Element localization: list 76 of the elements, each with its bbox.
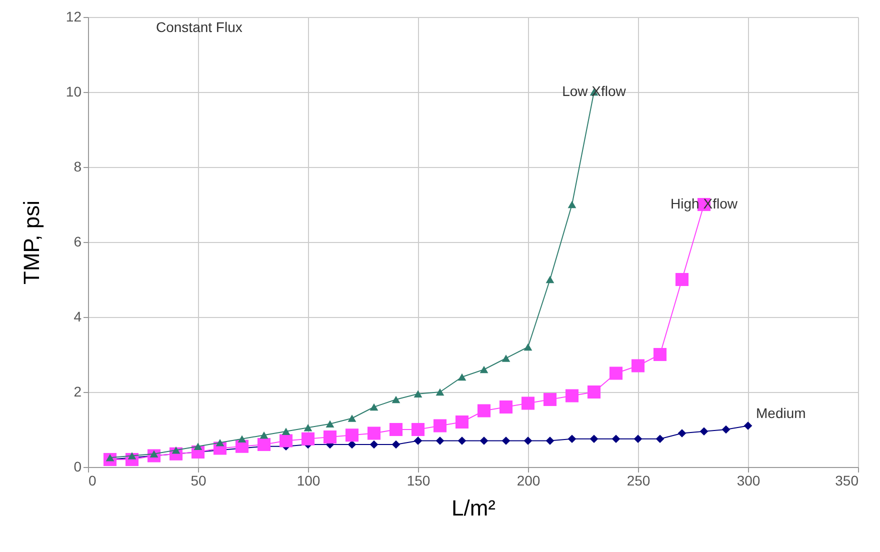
point xyxy=(370,403,378,411)
annotation: Constant Flux xyxy=(156,19,242,35)
y-tick-label: 2 xyxy=(74,384,82,400)
point xyxy=(524,436,532,445)
y-tick-label: 12 xyxy=(66,8,82,24)
point xyxy=(499,400,513,414)
point xyxy=(502,436,510,445)
point xyxy=(634,434,642,444)
point xyxy=(524,343,532,351)
x-axis-title: L/m² xyxy=(452,496,496,520)
y-tick-label: 0 xyxy=(74,458,82,474)
point xyxy=(480,436,488,445)
point xyxy=(568,434,576,444)
point xyxy=(238,435,246,442)
point xyxy=(480,366,488,374)
y-tick-label: 10 xyxy=(66,84,82,100)
point xyxy=(458,436,466,445)
point xyxy=(609,366,623,380)
x-tick-label: 150 xyxy=(406,472,430,488)
point xyxy=(304,424,312,432)
point xyxy=(656,434,664,444)
point xyxy=(521,396,535,410)
x-tick-label: 50 xyxy=(190,472,206,488)
point xyxy=(590,434,598,444)
point xyxy=(411,422,425,436)
point xyxy=(744,422,752,430)
point xyxy=(392,440,400,449)
x-tick-label: 200 xyxy=(516,472,540,488)
point xyxy=(433,419,447,432)
point xyxy=(257,438,271,452)
y-tick-label: 4 xyxy=(74,308,82,324)
x-tick-label: 100 xyxy=(296,472,320,488)
point xyxy=(546,276,554,284)
point xyxy=(370,440,378,449)
point xyxy=(436,436,444,445)
point xyxy=(546,436,554,445)
point xyxy=(194,442,202,450)
point xyxy=(587,385,601,399)
point xyxy=(436,388,444,396)
point xyxy=(458,373,466,381)
point xyxy=(565,389,579,402)
point xyxy=(678,429,686,438)
x-tick-label: 350 xyxy=(835,472,859,488)
point xyxy=(216,439,224,446)
point xyxy=(389,422,403,436)
point xyxy=(543,392,557,406)
x-tick-label: 0 xyxy=(88,472,96,488)
point xyxy=(323,430,337,444)
point xyxy=(653,348,667,362)
point xyxy=(348,414,356,422)
point xyxy=(700,427,708,436)
point xyxy=(345,428,359,442)
y-axis-title: TMP, psi xyxy=(18,200,44,284)
point xyxy=(568,200,576,208)
series-label: Medium xyxy=(756,404,806,421)
point xyxy=(502,354,510,362)
point xyxy=(612,434,620,444)
point xyxy=(301,432,315,446)
point xyxy=(675,272,689,286)
point xyxy=(279,434,293,448)
point xyxy=(282,428,290,435)
point xyxy=(260,432,268,439)
point xyxy=(414,436,422,445)
series-label: Low Xflow xyxy=(562,83,627,99)
point xyxy=(326,420,334,428)
y-tick-label: 8 xyxy=(74,158,82,174)
point xyxy=(414,390,422,398)
x-tick-label: 300 xyxy=(736,472,760,488)
point xyxy=(392,396,400,404)
y-tick-label: 6 xyxy=(74,234,82,250)
point xyxy=(455,415,469,429)
point xyxy=(367,426,381,440)
point xyxy=(722,425,730,434)
point xyxy=(631,359,645,372)
x-tick-label: 250 xyxy=(626,472,650,488)
point xyxy=(477,404,491,418)
